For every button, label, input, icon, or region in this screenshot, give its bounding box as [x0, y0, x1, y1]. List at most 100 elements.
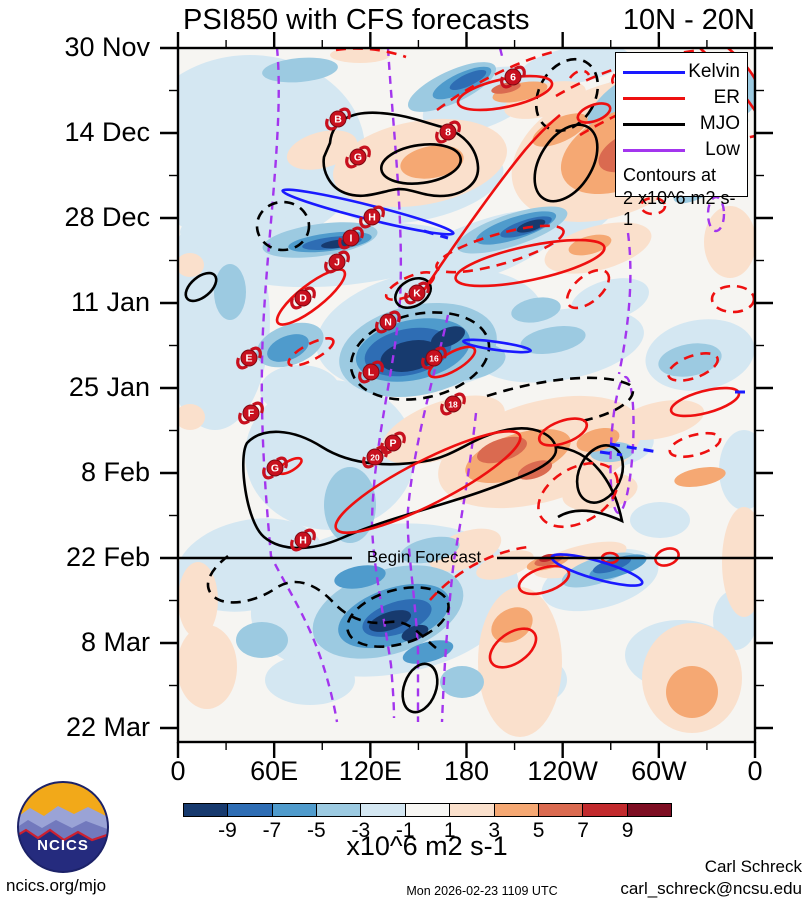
legend-line-sample [623, 96, 685, 100]
y-axis-label-5: 8 Feb [80, 457, 150, 487]
cyclone-marker-6: 6 [500, 65, 526, 89]
latitude-band-label: 10N - 20N [622, 4, 755, 36]
cyclone-marker-G: G [262, 456, 288, 480]
x-axis-label-2: 120E [338, 756, 402, 786]
x-axis-label-0: 0 [170, 756, 186, 786]
low-contours [260, 48, 726, 723]
colorbar-tick--9: -9 [218, 819, 237, 842]
svg-text:16: 16 [429, 354, 439, 364]
begin-forecast-label: Begin Forecast [366, 547, 482, 567]
svg-text:D: D [299, 293, 307, 305]
svg-text:B: B [334, 114, 342, 126]
legend-line-sample [623, 148, 685, 152]
colorbar-tick--3: -3 [351, 819, 371, 842]
anomaly-field [178, 48, 755, 737]
cyclone-marker-H: H [290, 528, 316, 552]
y-axis-label-7: 8 Mar [80, 627, 150, 657]
logo-mountains [18, 806, 108, 872]
colorbar-cell-0 [184, 804, 229, 816]
svg-text:18: 18 [448, 400, 458, 410]
ncics-logo [17, 781, 109, 873]
colorbar-tick-1: 1 [443, 819, 456, 842]
footer-email: carl_schreck@ncsu.edu [620, 879, 802, 898]
cyclone-marker-I: I [338, 226, 364, 250]
y-axis-label-0: 30 Nov [64, 32, 150, 62]
legend-item-label: Low [705, 139, 740, 160]
y-axis-label-2: 28 Dec [64, 202, 150, 232]
colorbar-tick-5: 5 [532, 819, 545, 842]
legend-line-sample [623, 70, 685, 74]
y-axis-label-6: 22 Feb [65, 542, 150, 572]
colorbar-cell-6 [450, 804, 495, 816]
legend-item-mjo: MJO [623, 111, 740, 137]
cyclone-marker-B: B [325, 107, 351, 131]
footer-site-url: ncics.org/mjo [6, 876, 107, 895]
y-axis-label-3: 11 Jan [70, 287, 150, 317]
logo-red-ridge-line [18, 828, 108, 842]
cyclone-markers: B G 6 8 H IJ D K N E L 16 F 18 P 20 G H [236, 65, 526, 552]
cyclone-marker-8: 8 [435, 120, 461, 144]
legend-item-kelvin: Kelvin [623, 59, 740, 85]
cyclone-marker-P: P [380, 431, 406, 455]
axis-ticks [160, 32, 773, 758]
svg-text:K: K [413, 288, 421, 300]
svg-text:I: I [350, 233, 353, 245]
svg-text:P: P [389, 438, 396, 450]
legend-box: Kelvin ER MJO Low Contours at 2 x10^6 m2 s-… [615, 52, 748, 229]
colorbar-cell-4 [361, 804, 406, 816]
legend-item-low: Low [623, 137, 740, 163]
logo-text: NCICS [37, 837, 89, 854]
colorbar-unit-label: x10^6 m2 s-1 [346, 831, 508, 861]
cyclone-marker-L: L [358, 360, 384, 384]
colorbar-tick-3: 3 [488, 819, 501, 842]
footer-timestamp: Mon 2026-02-23 1109 UTC [406, 884, 558, 898]
x-axis-label-4: 120W [527, 756, 598, 786]
colorbar-tick--5: -5 [307, 819, 326, 842]
legend-note-line1: Contours at [623, 165, 717, 185]
cyclone-marker-D: D [290, 286, 316, 310]
colorbar [183, 803, 672, 817]
cyclone-marker-20: 20 [362, 445, 388, 469]
footer-author: Carl Schreck [704, 857, 802, 876]
cyclone-marker-G: G [345, 145, 371, 169]
x-axis-label-3: 180 [443, 756, 490, 786]
colorbar-tick-7: 7 [577, 819, 589, 842]
x-axis-label-5: 60W [631, 756, 687, 786]
cyclone-marker-18: 18 [440, 392, 466, 416]
page-title: PSI850 with CFS forecasts [183, 4, 530, 36]
colorbar-cell-9 [583, 804, 628, 816]
kelvin_dashed-contours [423, 229, 750, 457]
legend-item-label: ER [713, 87, 740, 108]
svg-text:8: 8 [445, 127, 451, 139]
y-axis-label-8: 22 Mar [65, 712, 150, 742]
legend-item-label: Kelvin [688, 61, 740, 82]
y-axis-label-1: 14 Dec [64, 117, 150, 147]
cyclone-marker-J: J [324, 250, 350, 274]
mjo-contours [184, 111, 625, 714]
cyclone-marker-K: K [404, 281, 430, 305]
legend-item-label: MJO [699, 113, 740, 134]
logo-ring [17, 781, 109, 873]
legend-rows: Kelvin ER MJO Low [623, 59, 740, 163]
svg-text:G: G [271, 463, 279, 475]
colorbar-cell-1 [228, 804, 273, 816]
colorbar-cell-10 [627, 804, 671, 816]
legend-item-er: ER [623, 85, 740, 111]
cyclone-marker-16: 16 [421, 346, 447, 370]
y-axis-label-4: 25 Jan [68, 372, 150, 402]
colorbar-tick--1: -1 [395, 819, 415, 842]
svg-text:20: 20 [370, 453, 380, 463]
colorbar-tick--7: -7 [262, 819, 282, 842]
legend-line-sample [623, 122, 685, 126]
svg-text:F: F [248, 408, 255, 420]
cyclone-marker-E: E [236, 346, 262, 370]
colorbar-cell-8 [538, 804, 584, 816]
cyclone-marker-N: N [375, 310, 401, 334]
cyclone-marker-H: H [359, 205, 385, 229]
colorbar-tick-9: 9 [621, 819, 634, 842]
svg-text:E: E [245, 353, 252, 365]
colorbar-cell-2 [272, 804, 318, 816]
legend-note-line2: 2 x10^6 m2 s-1 [623, 188, 736, 229]
